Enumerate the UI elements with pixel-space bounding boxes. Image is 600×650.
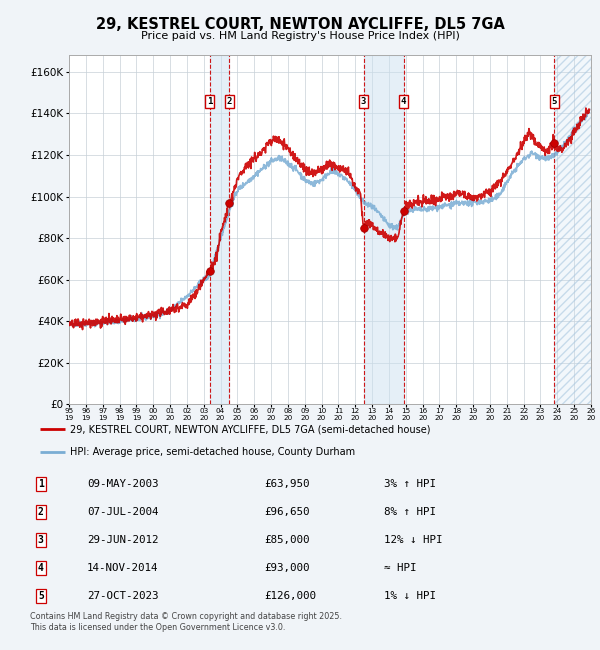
Text: 29, KESTREL COURT, NEWTON AYCLIFFE, DL5 7GA (semi-detached house): 29, KESTREL COURT, NEWTON AYCLIFFE, DL5 … bbox=[71, 424, 431, 434]
Text: 2: 2 bbox=[38, 507, 44, 517]
Text: ≈ HPI: ≈ HPI bbox=[384, 563, 416, 573]
Text: £85,000: £85,000 bbox=[264, 535, 310, 545]
Text: 1% ↓ HPI: 1% ↓ HPI bbox=[384, 591, 436, 601]
Text: 29, KESTREL COURT, NEWTON AYCLIFFE, DL5 7GA: 29, KESTREL COURT, NEWTON AYCLIFFE, DL5 … bbox=[95, 17, 505, 32]
Text: £126,000: £126,000 bbox=[264, 591, 316, 601]
Text: Price paid vs. HM Land Registry's House Price Index (HPI): Price paid vs. HM Land Registry's House … bbox=[140, 31, 460, 40]
Text: 12% ↓ HPI: 12% ↓ HPI bbox=[384, 535, 443, 545]
Text: 1: 1 bbox=[38, 479, 44, 489]
Text: 07-JUL-2004: 07-JUL-2004 bbox=[87, 507, 158, 517]
Text: 3: 3 bbox=[361, 97, 366, 106]
Text: 2: 2 bbox=[227, 97, 232, 106]
Text: 1: 1 bbox=[207, 97, 212, 106]
Bar bbox=[554, 55, 591, 404]
Text: £93,000: £93,000 bbox=[264, 563, 310, 573]
Text: 5: 5 bbox=[38, 591, 44, 601]
Text: 3: 3 bbox=[38, 535, 44, 545]
Text: 4: 4 bbox=[401, 97, 406, 106]
Text: 14-NOV-2014: 14-NOV-2014 bbox=[87, 563, 158, 573]
Text: £96,650: £96,650 bbox=[264, 507, 310, 517]
Text: 8% ↑ HPI: 8% ↑ HPI bbox=[384, 507, 436, 517]
Text: 4: 4 bbox=[38, 563, 44, 573]
Text: 09-MAY-2003: 09-MAY-2003 bbox=[87, 479, 158, 489]
Bar bbox=[210, 55, 229, 404]
Text: 29-JUN-2012: 29-JUN-2012 bbox=[87, 535, 158, 545]
Bar bbox=[554, 55, 591, 404]
Bar bbox=[364, 55, 404, 404]
Text: £63,950: £63,950 bbox=[264, 479, 310, 489]
Text: 5: 5 bbox=[551, 97, 557, 106]
Text: 27-OCT-2023: 27-OCT-2023 bbox=[87, 591, 158, 601]
Text: Contains HM Land Registry data © Crown copyright and database right 2025.
This d: Contains HM Land Registry data © Crown c… bbox=[30, 612, 342, 632]
Text: HPI: Average price, semi-detached house, County Durham: HPI: Average price, semi-detached house,… bbox=[71, 447, 356, 456]
Text: 3% ↑ HPI: 3% ↑ HPI bbox=[384, 479, 436, 489]
